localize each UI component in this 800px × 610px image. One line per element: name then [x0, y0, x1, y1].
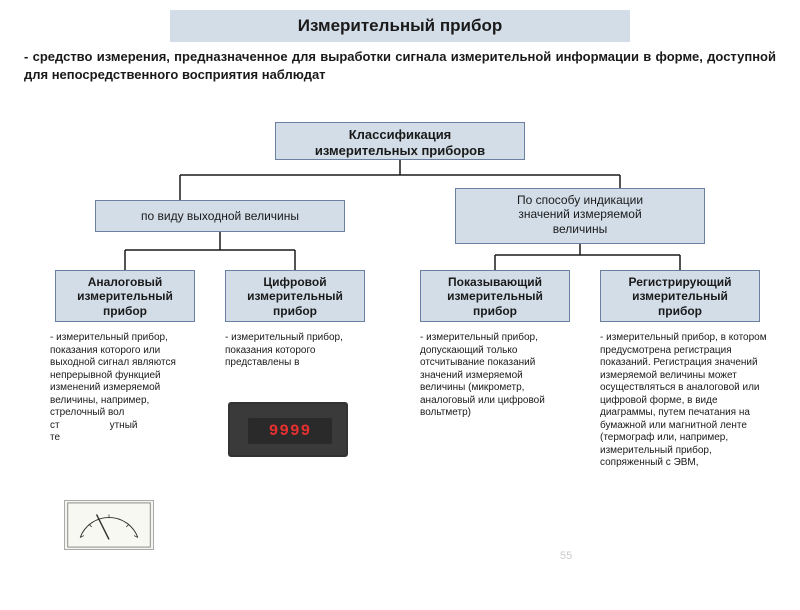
desc-digital: - измерительный прибор, показания которо…	[225, 332, 365, 370]
page-number: 55	[560, 550, 572, 562]
digital-meter-display: 9999	[248, 418, 332, 444]
node-branch-right: По способу индикации значений измеряемой…	[455, 188, 705, 244]
node-leaf-digital: Цифровой измерительный прибор	[225, 270, 365, 322]
analog-meter-illustration	[64, 500, 154, 550]
node-leaf-registering: Регистрирующий измерительный прибор	[600, 270, 760, 322]
definition-text: - средство измерения, предназначенное дл…	[0, 48, 800, 83]
analog-gauge-icon	[65, 501, 153, 549]
page-title: Измерительный прибор	[170, 10, 630, 42]
node-branch-left: по виду выходной величины	[95, 200, 345, 232]
desc-analog: - измерительный прибор, показания которо…	[50, 332, 190, 445]
digital-meter-illustration: 9999	[228, 402, 348, 457]
page-title-text: Измерительный прибор	[298, 16, 502, 35]
node-root: Классификация измерительных приборов	[275, 122, 525, 160]
digital-readout: 9999	[269, 422, 311, 440]
node-leaf-indicating: Показывающий измерительный прибор	[420, 270, 570, 322]
desc-indicating: - измерительный прибор, допускающий толь…	[420, 332, 570, 420]
node-leaf-analog: Аналоговый измерительный прибор	[55, 270, 195, 322]
desc-registering: - измерительный прибор, в котором предус…	[600, 332, 770, 470]
